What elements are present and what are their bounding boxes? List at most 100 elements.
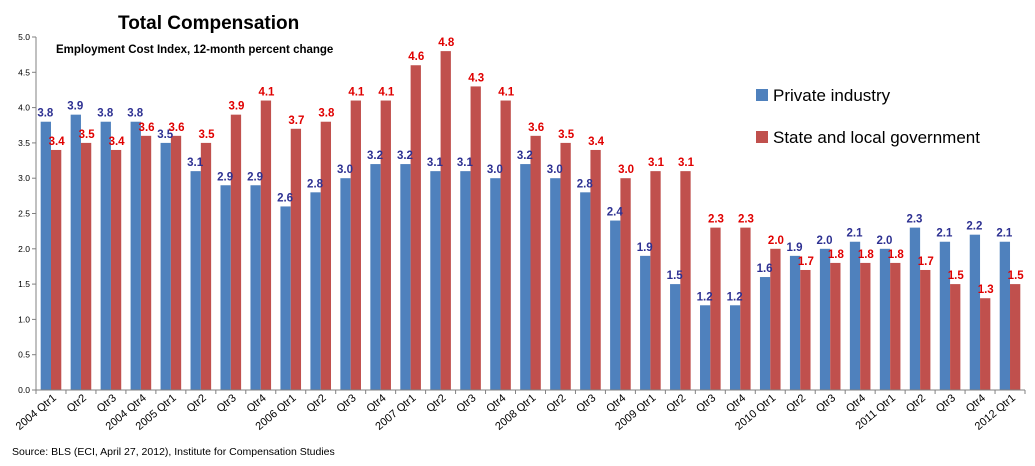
data-label-state-local-government: 1.8 (888, 249, 905, 261)
x-tick-label: Qtr4 (724, 392, 748, 415)
bar-private-industry (729, 305, 741, 390)
bar-private-industry (789, 255, 801, 390)
bar-state-local-government (200, 142, 212, 390)
data-label-state-local-government: 1.8 (858, 249, 875, 261)
y-tick-label: 4.0 (18, 103, 30, 113)
bar-state-local-government (110, 149, 122, 390)
bar-private-industry (670, 284, 681, 390)
data-label-private-industry: 3.8 (127, 108, 144, 120)
data-label-state-local-government: 3.1 (648, 157, 665, 169)
bar-private-industry (550, 178, 561, 390)
bar-private-industry (610, 220, 621, 390)
bar-private-industry (580, 192, 591, 390)
bar-private-industry (310, 192, 321, 390)
x-tick-label: Qtr3 (814, 392, 838, 415)
bar-private-industry (849, 241, 861, 390)
bar-private-industry (700, 305, 711, 390)
x-tick-label: Qtr2 (784, 392, 808, 415)
data-label-state-local-government: 3.9 (228, 101, 244, 113)
data-label-private-industry: 2.9 (217, 171, 233, 183)
data-label-state-local-government: 4.1 (348, 87, 365, 99)
data-label-state-local-government: 3.5 (198, 129, 215, 141)
y-tick-label: 2.5 (18, 209, 30, 219)
x-tick-label: Qtr4 (844, 392, 868, 415)
bar-private-industry (640, 255, 651, 390)
x-tick-label: Qtr2 (185, 392, 209, 415)
data-label-private-industry: 2.8 (307, 178, 324, 190)
data-label-state-local-government: 1.3 (978, 284, 994, 296)
x-tick-label: Qtr2 (305, 392, 329, 415)
bar-state-local-government (80, 142, 92, 390)
data-label-state-local-government: 3.6 (528, 122, 544, 134)
bars (40, 51, 1021, 391)
bar-private-industry (430, 171, 441, 390)
y-tick-label: 5.0 (18, 32, 30, 42)
data-label-private-industry: 2.1 (996, 228, 1013, 240)
chart-title: Total Compensation (118, 13, 299, 34)
x-tick-label: Qtr2 (544, 392, 568, 415)
data-label-state-local-government: 3.6 (169, 122, 185, 134)
x-tick-label: Qtr4 (604, 392, 628, 415)
y-tick-label: 2.0 (18, 244, 30, 254)
data-label-state-local-government: 4.1 (258, 87, 275, 99)
legend-swatch-state-local-government (756, 131, 768, 143)
y-tick-label: 3.0 (18, 173, 30, 183)
bar-state-local-government (1010, 284, 1021, 390)
legend-label-state-local-government: State and local government (773, 128, 980, 147)
data-label-private-industry: 3.2 (397, 150, 413, 162)
x-tick-label: Qtr3 (334, 392, 358, 415)
bar-state-local-government (830, 262, 841, 390)
bar-state-local-government (890, 262, 901, 390)
bar-private-industry (999, 241, 1011, 390)
source-note: Source: BLS (ECI, April 27, 2012), Insti… (12, 446, 335, 458)
bar-private-industry (759, 277, 771, 390)
data-label-private-industry: 3.1 (427, 157, 444, 169)
data-label-state-local-government: 2.3 (708, 214, 724, 226)
bar-state-local-government (440, 51, 451, 391)
data-label-private-industry: 1.9 (787, 242, 803, 254)
bar-state-local-government (920, 269, 931, 390)
data-label-state-local-government: 2.3 (738, 214, 754, 226)
data-label-private-industry: 2.3 (906, 214, 922, 226)
bar-state-local-government (680, 171, 691, 390)
bar-private-industry (939, 241, 951, 390)
legend-label-private-industry: Private industry (773, 86, 891, 105)
bar-private-industry (400, 164, 411, 390)
data-label-state-local-government: 1.5 (1008, 270, 1025, 282)
data-label-private-industry: 3.2 (517, 150, 533, 162)
bar-private-industry (40, 121, 51, 390)
data-label-private-industry: 3.8 (97, 108, 114, 120)
bar-private-industry (340, 178, 351, 390)
data-label-state-local-government: 3.4 (109, 136, 126, 148)
data-label-private-industry: 2.1 (936, 228, 953, 240)
bar-state-local-government (650, 171, 661, 390)
bar-state-local-government (380, 100, 391, 390)
data-label-private-industry: 1.2 (727, 291, 743, 303)
x-tick-label: Qtr2 (664, 392, 688, 415)
bar-private-industry (190, 171, 201, 390)
data-label-state-local-government: 3.4 (588, 136, 605, 148)
x-tick-label: Qtr3 (934, 392, 958, 415)
bar-private-industry (969, 234, 981, 390)
data-label-state-local-government: 3.1 (678, 157, 695, 169)
bar-private-industry (520, 164, 531, 390)
data-label-state-local-government: 1.7 (918, 256, 934, 268)
bar-private-industry (130, 121, 141, 390)
data-label-private-industry: 1.6 (757, 263, 773, 275)
bar-state-local-government (50, 149, 62, 390)
x-tick-label: Qtr4 (964, 392, 988, 415)
data-label-state-local-government: 3.4 (49, 136, 66, 148)
data-label-private-industry: 1.5 (667, 270, 684, 282)
bar-state-local-government (530, 135, 541, 390)
data-label-private-industry: 2.1 (847, 228, 864, 240)
x-tick-label: Qtr4 (484, 392, 508, 415)
data-label-state-local-government: 3.5 (558, 129, 575, 141)
bar-private-industry (460, 171, 471, 390)
bar-state-local-government (950, 284, 961, 390)
data-label-private-industry: 3.1 (187, 157, 204, 169)
bar-state-local-government (800, 269, 811, 390)
data-label-state-local-government: 4.6 (408, 51, 424, 63)
data-label-private-industry: 3.5 (157, 129, 174, 141)
x-tick-label: Qtr2 (65, 392, 89, 415)
